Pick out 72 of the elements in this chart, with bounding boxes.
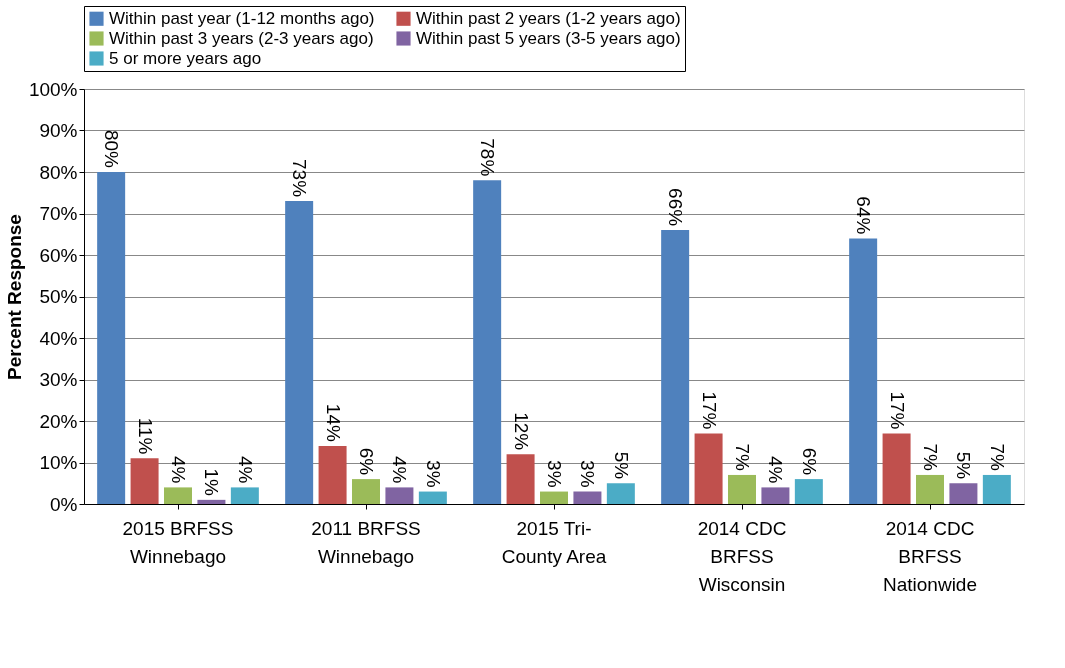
y-tick-label: 60% <box>39 244 78 266</box>
y-tick-label: 80% <box>39 161 78 183</box>
legend-label: Within past year (1-12 months ago) <box>109 8 375 28</box>
data-label: 73% <box>289 159 311 198</box>
x-tick-label: 2014 CDC BRFSS Wisconsin <box>697 517 787 595</box>
x-tick-label: 2011 BRFSS Winnebago <box>311 517 421 567</box>
data-label: 7% <box>920 443 941 472</box>
y-axis-title: Percent Response <box>3 214 25 380</box>
data-label: 5% <box>610 451 632 480</box>
bar <box>916 474 944 504</box>
data-label: 6% <box>356 447 377 476</box>
bar <box>418 491 447 504</box>
x-tick-label: 2015 Tri- County Area <box>501 517 607 567</box>
data-label: 17% <box>886 391 908 430</box>
bar <box>982 474 1011 504</box>
data-label: 78% <box>477 138 499 177</box>
bar <box>794 479 823 504</box>
y-tick-label: 30% <box>39 369 78 390</box>
y-tick-label: 40% <box>39 327 78 349</box>
bar <box>230 487 259 504</box>
data-label: 3% <box>577 460 599 488</box>
data-label: 1% <box>201 468 223 496</box>
bar <box>573 491 602 504</box>
data-label: 14% <box>322 403 344 442</box>
data-label: 5% <box>953 451 975 480</box>
bar <box>473 180 502 504</box>
data-label: 4% <box>389 455 411 484</box>
data-label: 4% <box>168 455 189 484</box>
y-tick-label: 100% <box>28 78 78 100</box>
bar <box>97 172 126 504</box>
bar <box>285 201 314 504</box>
data-label: 64% <box>853 196 875 235</box>
y-tick-label: 70% <box>39 203 78 224</box>
bar <box>728 474 756 504</box>
bar <box>849 238 878 504</box>
data-label: 3% <box>544 460 565 488</box>
bar <box>540 491 568 504</box>
legend-label: Within past 2 years (1-2 years ago) <box>416 8 681 28</box>
y-tick-label: 50% <box>39 286 78 307</box>
y-tick-label: 90% <box>39 120 78 141</box>
legend-label: 5 or more years ago <box>109 48 262 68</box>
bar <box>661 230 690 504</box>
bar <box>130 458 159 504</box>
bar <box>352 479 380 504</box>
legend-label: Within past 5 years (3-5 years ago) <box>416 28 681 48</box>
data-label: 3% <box>422 460 444 488</box>
x-tick-label: 2015 BRFSS Winnebago <box>122 517 234 567</box>
bar <box>606 483 635 504</box>
data-label: 7% <box>732 443 753 472</box>
legend-label: Within past 3 years (2-3 years ago) <box>109 28 374 48</box>
bar <box>882 433 911 504</box>
data-label: 66% <box>665 188 687 227</box>
bar <box>197 499 226 504</box>
bar <box>761 487 790 504</box>
y-tick-label: 0% <box>50 493 78 515</box>
bar <box>164 487 192 504</box>
data-label: 12% <box>510 412 532 451</box>
bar <box>694 433 723 504</box>
bar <box>506 454 535 504</box>
data-label: 80% <box>101 129 123 169</box>
bar <box>949 483 978 504</box>
x-tick-label: 2014 CDC BRFSS Nationwide <box>883 517 977 595</box>
data-label: 17% <box>698 391 720 430</box>
data-label: 6% <box>798 447 820 476</box>
data-label: 11% <box>134 417 156 455</box>
data-label: 4% <box>234 455 256 484</box>
data-label: 7% <box>986 443 1008 472</box>
y-tick-label: 20% <box>39 410 78 432</box>
y-tick-label: 10% <box>39 452 78 473</box>
bar <box>318 445 347 504</box>
bar <box>385 487 414 504</box>
data-label: 4% <box>765 455 787 484</box>
